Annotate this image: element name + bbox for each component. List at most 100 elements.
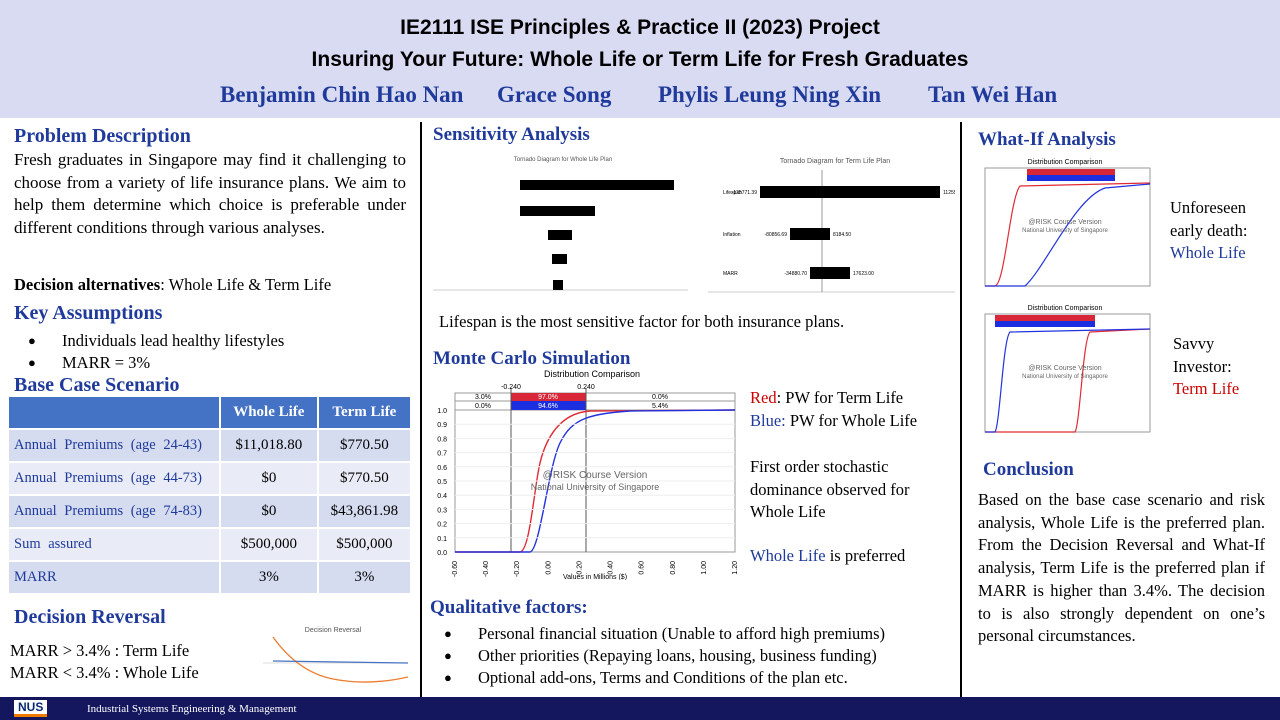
row: Whole Life Term Life [7,395,413,430]
author: Phylis Leung Ning Xin [658,82,882,107]
item: Optional add-ons, Terms and Conditions o… [444,667,885,689]
footer: NUS Industrial Systems Engineering & Man… [0,697,1280,720]
cell: $43,861.98 [316,494,413,529]
heading: Sensitivity Analysis [433,124,590,145]
preferred: Whole Life is preferred [750,546,905,566]
cell: Whole Life [219,395,319,430]
mini-chart: Distribution Comparison @RISK Course Vers… [984,305,1151,433]
item: MARR > 3.4% : Term Life [10,641,190,660]
legend: Blue: PW for Whole Life [750,411,917,431]
cell: MARR [7,560,221,595]
observation: First order stochastic dominance observe… [750,457,910,521]
y-tick-label: 0.4 [437,493,447,500]
label: Unforeseen early death: [1170,198,1248,240]
item: MARR < 3.4% : Whole Life [10,663,199,682]
cell: Term Life [316,395,413,430]
x-tick-label: -0.60 [452,561,459,577]
bar [553,280,563,290]
value-label: 8184.50 [833,232,851,238]
y-tick-label: 0.1 [437,536,447,543]
text: is preferred [825,546,906,565]
bar [552,254,567,264]
x-tick-label: 0.60 [639,561,646,575]
word: Blue: [750,411,786,430]
text: PW for Whole Life [785,411,918,430]
row-label: MARR [723,271,738,277]
curve [272,636,409,683]
paragraph: Fresh graduates in Singapore may find it… [14,150,406,237]
chart-title: Tornado Diagram for Term Life Plan [780,158,890,165]
value-label: 17623.00 [853,271,874,277]
band [511,401,586,410]
curve [455,409,736,553]
x-tick-label: 0.20 [576,561,583,575]
bar [520,180,674,190]
value-label: -80856.69 [764,232,787,238]
chart-title: Decision Reversal [305,627,362,634]
y-tick-label: 0.7 [437,451,447,458]
cell [7,395,221,430]
word: Whole Life [750,546,826,565]
row: Sum assured $500,000 $500,000 [7,527,413,562]
box-label: 0.0% [475,403,491,410]
value-label: 112557.14 [943,190,955,196]
x-tick-label: 0.00 [545,561,552,575]
footer-text: Industrial Systems Engineering & Managem… [87,703,297,715]
box-label: 5.4% [652,403,668,410]
item: Other priorities (Repaying loans, housin… [444,645,885,667]
y-tick-label: 1.0 [437,408,447,415]
box-label: 3.0% [475,394,491,401]
paragraph: Based on the base case scenario and risk… [978,490,1265,646]
legend: Red: PW for Term Life [750,388,903,408]
list: Personal financial situation (Unable to … [444,623,885,689]
subtitle: Insuring Your Future: Whole Life or Term… [311,48,969,71]
cell: $0 [219,494,319,529]
marker-label: -0.240 [501,384,521,391]
scenario: Savvy Investor: Term Life [1173,333,1253,401]
plot [984,167,1151,287]
alternatives: Decision alternatives: Whole Life & Term… [14,275,331,295]
title: IE2111 ISE Principles & Practice II (202… [400,16,880,39]
row: Annual Premiums (age 24-43) $11,018.80 $77… [7,428,413,463]
chart-title: Distribution Comparison [1028,159,1103,166]
curve [455,409,736,553]
x-tick-label: -0.40 [483,561,490,577]
watermark: @RISK Course Version [1028,365,1101,372]
y-tick-label: 0.2 [437,522,447,529]
row: Annual Premiums (age 74-83) $0 $43,861.98 [7,494,413,529]
chart-title: Distribution Comparison [544,369,640,379]
x-label: Values in Millions ($) [563,574,627,580]
cell: Sum assured [7,527,221,562]
curve [272,660,409,664]
watermark: National University of Singapore [1022,374,1108,380]
heading: Problem Description [14,125,191,147]
chart-title: Tornado Diagram for Whole Life Plan [514,157,612,163]
heading: Key Assumptions [14,302,163,324]
heading: Conclusion [983,459,1074,480]
curve [985,182,1151,287]
box-label: 0.0% [652,394,668,401]
header [0,0,1280,118]
row: Annual Premiums (age 44-73) $0 $770.50 [7,461,413,496]
curve [985,183,1151,287]
cell: 3% [316,560,413,595]
chart-title: Distribution Comparison [1028,305,1103,312]
marker-label: 0.240 [577,384,595,391]
cell: $500,000 [316,527,413,562]
curve [985,328,1151,433]
bar [548,230,572,240]
value-label: -125771.39 [732,190,758,196]
reversal-chart: Decision Reversal [263,627,409,683]
divider [960,122,962,697]
band [511,393,586,401]
label: Savvy Investor: [1173,334,1232,376]
heading: What-If Analysis [978,129,1116,150]
text: : PW for Term Life [776,388,904,407]
heading: Monte Carlo Simulation [433,348,631,369]
bar [760,186,940,198]
row-label: Lifespan [723,190,742,196]
bar [520,206,595,216]
y-tick-label: 0.0 [437,550,447,557]
value-label: -34880.70 [784,271,807,277]
